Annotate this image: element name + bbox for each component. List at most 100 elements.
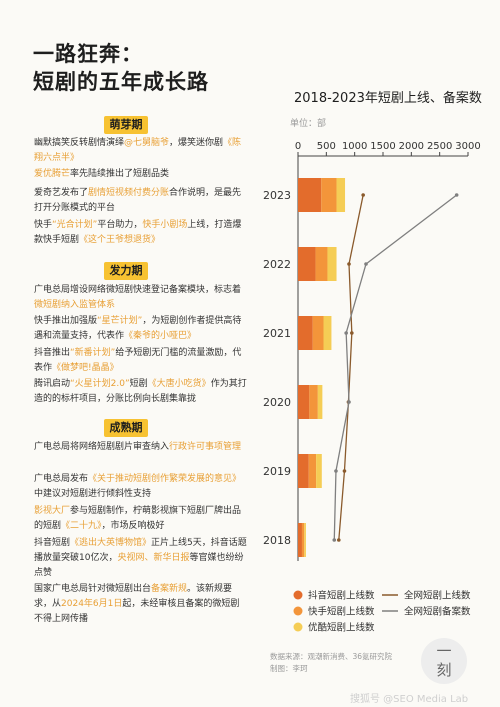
- highlight-text: 备案新规: [151, 584, 188, 594]
- highlight-text: 快手小剧场: [142, 220, 188, 230]
- body-text: 中建议对短剧进行倾斜性支持: [34, 489, 152, 499]
- y-category-label: 2022: [263, 258, 291, 271]
- timeline-paragraph: 腾讯启动“火星计划2.0”短剧《大唐小吃货》作为其打造的的标杆项目，分账比例向长…: [34, 377, 248, 407]
- series-line: [338, 194, 364, 541]
- body-text: ，为短剧创作者提供高待遇和流量支持，代表作: [34, 316, 242, 341]
- legend-swatch: [293, 590, 303, 600]
- timeline-paragraph: 爱奇艺发布了剧情短视频付费分账合作说明，是最先打开分账模式的平台: [34, 186, 248, 216]
- timeline-paragraph: 快手推出加强版“星芒计划”，为短剧创作者提供高待遇和流量支持，代表作《秦爷的小哑…: [34, 314, 248, 344]
- bar-segment: [312, 316, 324, 350]
- y-category-label: 2019: [263, 465, 291, 478]
- bar-segment: [317, 385, 323, 419]
- x-tick-label: 3000: [455, 141, 480, 152]
- timeline-paragraph: 广电总局发布《关于推动短剧创作繁荣发展的意见》中建议对短剧进行倾斜性支持: [34, 472, 248, 502]
- legend-label: 全网短剧备案数: [404, 606, 471, 618]
- page-title-line1: 一路狂奔：: [33, 42, 143, 66]
- highlight-text: 《逃出大英博物馆》: [70, 538, 152, 548]
- series-point: [454, 193, 459, 197]
- body-text: 抖音推出: [34, 348, 71, 358]
- infographic-card: [6, 6, 492, 700]
- series-point: [332, 538, 337, 542]
- bar-segment: [301, 523, 305, 557]
- bar-segment: [336, 178, 346, 212]
- bar-segment: [321, 178, 337, 212]
- x-tick-label: 1000: [342, 141, 367, 152]
- highlight-text: 《做梦吧!晶晶》: [52, 363, 119, 373]
- highlight-text: 2024年6月1日: [61, 599, 123, 609]
- bar-segment: [308, 454, 317, 488]
- body-text: 合作说明，是最先打开分账模式的平台: [34, 188, 242, 213]
- y-category-label: 2018: [263, 534, 291, 547]
- source-note: 数据来源：观潮新消费、36氪研究院 制图：李珂: [270, 651, 392, 675]
- bar-segment: [309, 385, 318, 419]
- bar-segment: [304, 523, 306, 557]
- series-point: [334, 469, 338, 473]
- highlight-text: “新番计划”: [70, 348, 116, 358]
- highlight-text: 《二十九》: [61, 521, 102, 531]
- bar-segment: [298, 385, 310, 419]
- bar-segment: [316, 454, 322, 488]
- body-text: 上线，打造爆款快手短剧: [34, 220, 242, 245]
- bar-segment: [298, 247, 316, 281]
- series-point: [344, 331, 348, 335]
- bar-line-chart: 0 500 1000 1500 2000 2500 3000 2023 2022 2021 2020…: [263, 141, 481, 634]
- highlight-text: 爱优腾芒: [34, 169, 71, 179]
- highlight-text: 央视网、新华日报: [117, 553, 190, 563]
- bar-segment: [327, 247, 337, 281]
- legend-label: 优酷短剧上线数: [308, 622, 375, 634]
- x-tick-label: 1500: [370, 141, 395, 152]
- highlight-text: 影视大厂: [34, 506, 71, 516]
- body-text: 参与短剧制作，柠萌影视旗下短剧厂牌出品的短剧: [34, 506, 242, 531]
- bar-segment: [315, 247, 328, 281]
- highlight-text: 《大唐小吃货》: [147, 379, 211, 389]
- timeline-paragraph: 国家广电总局针对微短剧出台备案新规。该新规要求，从2024年6月1日起，未经审核…: [34, 582, 248, 627]
- timeline-paragraph: 广电总局增设网络微短剧快速登记备案模块，标志着微短剧纳入监管体系: [34, 283, 248, 313]
- series-point: [350, 331, 354, 335]
- body-text: 平台助力，: [97, 220, 143, 230]
- highlight-text: 《秦爷的小哑巴》: [124, 331, 197, 341]
- highlight-text: @七舅脑爷: [124, 138, 170, 148]
- watermark: 搜狐号 @SEO Media Lab: [350, 694, 469, 705]
- series-point: [347, 262, 351, 266]
- body-text: 广电总局将网络短剧剧片审查纳入: [34, 442, 170, 452]
- legend-swatch: [293, 606, 303, 616]
- body-text: 广电总局增设网络微短剧快速登记备案模块，标志着: [34, 285, 242, 295]
- author-text: 制图：李珂: [270, 664, 308, 673]
- seal-char-2: 刻: [436, 661, 452, 679]
- legend-label: 快手短剧上线数: [308, 606, 375, 618]
- timeline-paragraph: 广电总局将网络短剧剧片审查纳入行政许可事项管理: [34, 440, 248, 455]
- highlight-text: 行政许可事项管理: [169, 442, 242, 452]
- page-title-line2: 短剧的五年成长路: [33, 70, 209, 94]
- timeline-paragraph: 幽默搞笑反转剧情演绎@七舅脑爷，爆笑迷你剧《陈翔六点半》: [34, 136, 248, 166]
- highlight-text: 《陈翔六点半》: [34, 138, 242, 163]
- timeline-paragraph: 快手“光合计划”平台助力，快手小剧场上线，打造爆款快手短剧《这个王爷想退货》: [34, 218, 248, 248]
- y-category-label: 2023: [263, 189, 291, 202]
- series-point: [337, 538, 341, 542]
- legend-label: 全网短剧上线数: [404, 590, 471, 602]
- body-text: 国家广电总局针对微短剧出台: [34, 584, 152, 594]
- chart-unit-label: 单位：部: [290, 119, 327, 129]
- seal-char-1: 一: [436, 642, 452, 660]
- timeline-paragraph: 影视大厂参与短剧制作，柠萌影视旗下短剧厂牌出品的短剧《二十九》，市场反响极好: [34, 504, 248, 534]
- body-text: 作为其打造的的标杆项目，分账比例向长剧集靠拢: [34, 379, 247, 404]
- highlight-text: 《这个王爷想退货》: [79, 235, 161, 245]
- series-line: [333, 194, 458, 541]
- body-text: 爱奇艺发布了: [34, 188, 89, 198]
- bar-segment: [323, 316, 332, 350]
- series-point: [364, 262, 368, 266]
- body-text: 正片上线5天，抖音话题播放量突破10亿次，: [34, 538, 247, 563]
- body-text: 幽默搞笑反转剧情演绎: [34, 138, 125, 148]
- body-text: 等官媒也纷纷点赞: [34, 553, 244, 578]
- series-point: [342, 469, 347, 473]
- stage-badge-growth: 发力期: [104, 262, 148, 280]
- bar-segment: [298, 523, 302, 557]
- body-text: ，市场反响极好: [101, 521, 165, 531]
- body-text: 抖音短剧: [34, 538, 71, 548]
- timeline-paragraph: 抖音推出“新番计划”给予短剧无门槛的流量激励，代表作《做梦吧!晶晶》: [34, 346, 248, 376]
- highlight-text: “光合计划”: [52, 220, 98, 230]
- legend-label: 抖音短剧上线数: [308, 590, 375, 602]
- body-text: ，爆笑迷你剧: [169, 138, 224, 148]
- y-category-label: 2020: [263, 396, 291, 409]
- series-point: [361, 193, 365, 197]
- stage-badge-mature: 成熟期: [104, 419, 148, 437]
